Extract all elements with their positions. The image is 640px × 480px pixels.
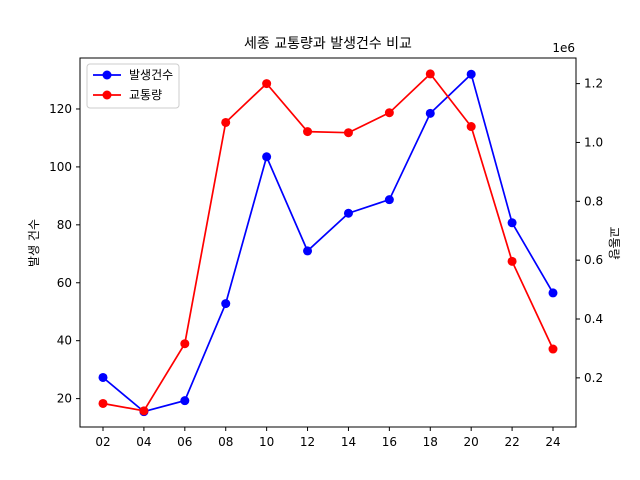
- y-left-tick-label: 100: [49, 160, 72, 174]
- x-tick-label: 02: [95, 435, 110, 449]
- x-tick-label: 22: [504, 435, 519, 449]
- data-point: [262, 152, 272, 162]
- data-point: [303, 246, 313, 256]
- data-point: [425, 108, 435, 118]
- x-tick-label: 06: [177, 435, 192, 449]
- plot-frame: [79, 57, 577, 428]
- x-tick-label: 18: [423, 435, 438, 449]
- y-left-tick-label: 60: [57, 276, 72, 290]
- y-left-tick-label: 40: [57, 334, 72, 348]
- x-tick-label: 04: [136, 435, 151, 449]
- data-point: [180, 339, 190, 349]
- x-tick-label: 24: [545, 435, 560, 449]
- data-point: [221, 117, 231, 127]
- series-line: [102, 72, 554, 412]
- data-point: [466, 69, 476, 79]
- data-point: [548, 288, 558, 298]
- data-point: [343, 128, 353, 138]
- axes: 02 04 06 08 10 12 14 16 18 20 22 24 20 40 60 80 100 120 0.…: [49, 57, 603, 449]
- data-point: [384, 195, 394, 205]
- x-tick-label: 20: [464, 435, 479, 449]
- plot-area: [98, 69, 558, 417]
- legend-label: 발생건수: [129, 68, 173, 82]
- y-left-tick-label: 80: [57, 218, 72, 232]
- data-point: [548, 344, 558, 354]
- legend-marker: [102, 90, 112, 100]
- y-right-tick-label: 1.0: [584, 135, 603, 149]
- data-point: [507, 256, 517, 266]
- data-point: [425, 69, 435, 79]
- x-tick-label: 16: [382, 435, 397, 449]
- series-line: [102, 72, 554, 413]
- data-point: [98, 398, 108, 408]
- data-point: [466, 122, 476, 132]
- y-axis-right-offset: 1e6: [552, 41, 575, 55]
- legend-marker: [102, 70, 112, 80]
- data-point: [384, 108, 394, 118]
- data-point: [262, 79, 272, 89]
- x-tick-label: 08: [218, 435, 233, 449]
- data-point: [343, 208, 353, 218]
- y-right-tick-label: 0.6: [584, 253, 603, 267]
- y-right-tick-label: 0.2: [584, 371, 603, 385]
- data-point: [303, 127, 313, 137]
- y-axis-left-label: 발생 건수: [27, 219, 41, 267]
- y-left-tick-label: 120: [49, 102, 72, 116]
- x-tick-label: 10: [259, 435, 274, 449]
- y-right-tick-label: 1.2: [584, 77, 603, 91]
- x-tick-label: 14: [341, 435, 356, 449]
- chart-title: 세종 교통량과 발생건수 비교: [244, 36, 412, 52]
- y-right-tick-label: 0.8: [584, 194, 603, 208]
- data-point: [139, 406, 149, 416]
- legend-label: 교통량: [129, 88, 162, 102]
- y-axis-right-label: 교통량: [607, 226, 621, 259]
- data-point: [221, 299, 231, 309]
- data-point: [98, 372, 108, 382]
- data-point: [507, 218, 517, 228]
- data-point: [180, 396, 190, 406]
- y-left-tick-label: 20: [57, 392, 72, 406]
- x-tick-label: 12: [300, 435, 315, 449]
- y-right-tick-label: 0.4: [584, 312, 603, 326]
